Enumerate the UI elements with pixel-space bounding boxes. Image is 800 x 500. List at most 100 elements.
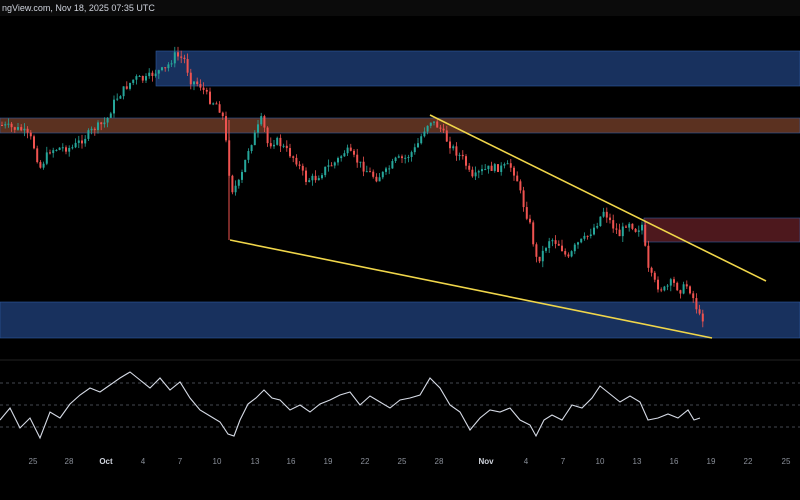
candle-body: [381, 171, 384, 178]
candle-body: [490, 165, 493, 171]
resistance-zone: [0, 117, 800, 134]
candle-body: [337, 158, 339, 163]
candle-body: [660, 289, 663, 291]
candle-body: [465, 156, 467, 166]
candle-body: [353, 150, 355, 155]
x-axis-tick-label: Oct: [99, 457, 113, 466]
candle-body: [20, 127, 23, 131]
candle-body: [186, 59, 189, 73]
candle-body: [269, 143, 272, 147]
candle-body: [317, 178, 320, 181]
candle-body: [647, 245, 650, 268]
x-axis-tick-label: 7: [178, 457, 183, 466]
x-axis-tick-label: 28: [435, 457, 444, 466]
candle-body: [564, 251, 567, 255]
candle-body: [349, 147, 352, 151]
candle-body: [23, 128, 26, 131]
candle-body: [497, 164, 499, 172]
candle-body: [509, 163, 512, 168]
candle-body: [122, 86, 125, 97]
candle-body: [116, 98, 119, 100]
candle-body: [612, 220, 615, 229]
candle-body: [365, 171, 368, 173]
candle-body: [356, 154, 359, 163]
candle-body: [458, 154, 461, 156]
candle-body: [234, 185, 237, 193]
candle-body: [653, 272, 656, 280]
candle-body: [631, 223, 634, 229]
candle-body: [311, 175, 314, 181]
candle-body: [519, 181, 522, 191]
candle-body: [36, 148, 39, 163]
candle-body: [394, 157, 397, 162]
x-axis-tick-label: 16: [670, 457, 679, 466]
candle-body: [573, 244, 576, 252]
candle-body: [276, 137, 279, 145]
candle-body: [87, 130, 90, 139]
candle-body: [250, 145, 253, 152]
candle-body: [167, 64, 170, 69]
candle-body: [410, 152, 413, 157]
candle-body: [141, 76, 144, 81]
candle-body: [551, 240, 554, 242]
candle-body: [97, 122, 99, 131]
candle-body: [308, 180, 311, 182]
candle-body: [436, 121, 439, 128]
candle-body: [445, 130, 448, 142]
candle-body: [263, 116, 266, 128]
candle-body: [615, 228, 618, 230]
candle-body: [61, 147, 64, 149]
candle-body: [388, 168, 391, 170]
candle-body: [413, 147, 416, 153]
candle-body: [157, 70, 160, 74]
candle-body: [477, 171, 480, 173]
candle-body: [589, 234, 592, 237]
candle-body: [599, 216, 602, 227]
candle-body: [45, 152, 48, 164]
candle-body: [401, 156, 403, 159]
candle-body: [193, 81, 195, 85]
candle-body: [289, 148, 291, 157]
candle-body: [244, 159, 247, 173]
candle-body: [247, 151, 250, 160]
candle-body: [39, 162, 42, 168]
x-axis-tick-label: 7: [561, 457, 566, 466]
candle-body: [324, 166, 327, 176]
candle-body: [4, 124, 7, 126]
x-axis-tick-label: 13: [633, 457, 642, 466]
x-axis-tick-label: 13: [251, 457, 260, 466]
candle-body: [292, 156, 295, 158]
candle-body: [314, 175, 317, 181]
candle-body: [129, 82, 131, 89]
candle-body: [493, 164, 496, 171]
candle-body: [119, 96, 122, 99]
candle-body: [148, 72, 151, 77]
candle-body: [609, 217, 611, 221]
candle-body: [282, 145, 285, 147]
candle-body: [685, 284, 688, 287]
candle-body: [199, 84, 202, 88]
candle-body: [218, 104, 221, 113]
candle-body: [74, 142, 77, 148]
candle-body: [429, 122, 432, 126]
candle-body: [692, 293, 695, 299]
candle-body: [673, 279, 675, 283]
candle-body: [340, 156, 343, 159]
candle-body: [628, 223, 631, 228]
candle-body: [33, 136, 35, 149]
candle-body: [113, 99, 115, 114]
candle-body: [321, 175, 323, 179]
candle-body: [13, 127, 16, 130]
rsi-line: [0, 371, 701, 440]
candle-body: [385, 168, 387, 172]
candle-body: [138, 76, 141, 78]
candle-body: [423, 131, 426, 137]
candle-body: [682, 284, 685, 294]
candle-body: [109, 113, 112, 118]
candle-body: [397, 156, 400, 158]
candle-body: [369, 171, 371, 173]
candle-body: [103, 122, 106, 125]
chart-header: ngView.com, Nov 18, 2025 07:35 UTC: [0, 0, 800, 16]
candle-body: [420, 136, 423, 144]
